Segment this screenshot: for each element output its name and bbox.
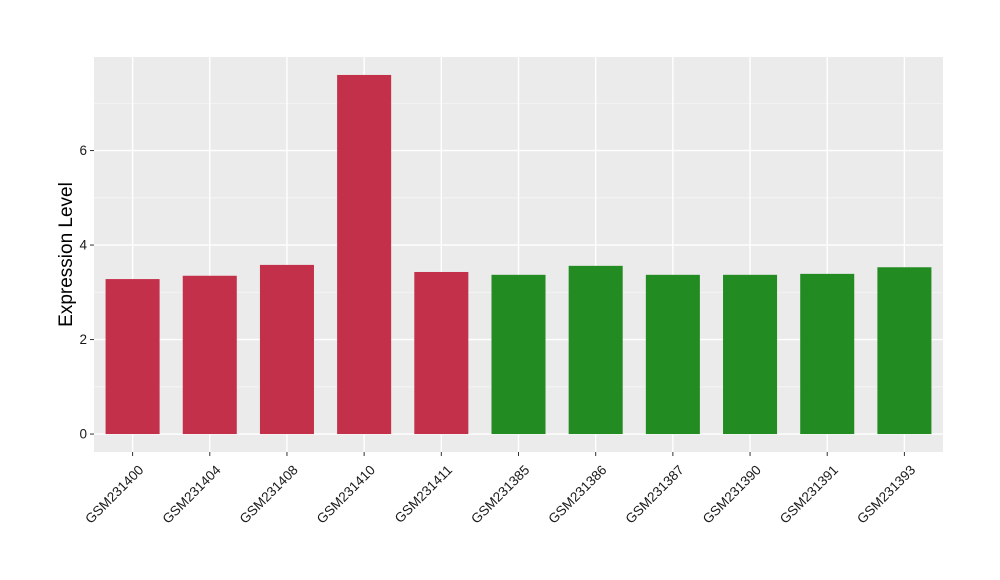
x-tick-label: GSM231410	[314, 462, 378, 526]
x-tick-label: GSM231400	[82, 462, 146, 526]
y-tick-label: 0	[79, 427, 87, 442]
x-tick-label: GSM231411	[392, 462, 456, 526]
x-tick-label: GSM231386	[545, 462, 609, 526]
bars	[105, 74, 932, 435]
x-tick-label: GSM231387	[623, 462, 687, 526]
bar	[723, 274, 778, 435]
bar	[259, 264, 314, 435]
bar	[105, 279, 160, 435]
x-tick-label: GSM231408	[237, 462, 301, 526]
bar	[491, 274, 546, 435]
y-tick-label: 2	[79, 332, 87, 347]
y-axis-title: Expression Level	[56, 182, 77, 327]
x-tick-label: GSM231404	[159, 462, 224, 527]
bar	[182, 275, 237, 435]
bar	[877, 267, 932, 435]
x-tick-label: GSM231385	[468, 462, 532, 526]
bar	[568, 265, 623, 435]
bar	[414, 271, 469, 435]
y-tick-label: 4	[79, 238, 87, 253]
bar	[800, 273, 855, 435]
bar	[645, 274, 700, 435]
y-tick-label: 6	[79, 143, 87, 158]
x-tick-label: GSM231391	[777, 462, 841, 526]
bar	[337, 74, 392, 435]
x-tick-label: GSM231393	[854, 462, 918, 526]
y-axis: 0 2 4 6	[79, 143, 94, 442]
x-axis: GSM231400 GSM231404 GSM231408 GSM231410 GSM2…	[82, 452, 918, 527]
x-tick-label: GSM231390	[700, 462, 764, 526]
